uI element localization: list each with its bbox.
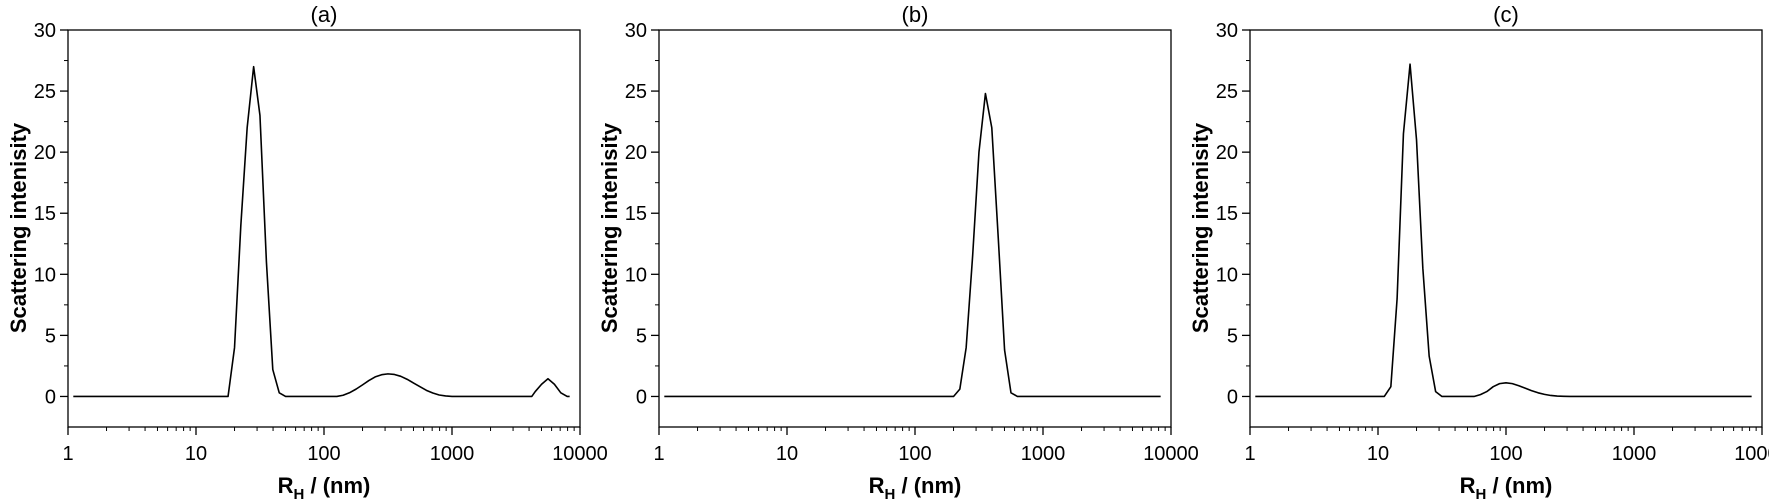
panel-title: (b) — [902, 2, 929, 27]
y-tick-label: 25 — [1216, 81, 1238, 103]
x-axis-title-tail: / (nm) — [304, 473, 370, 498]
x-axis-title-subscript: H — [1476, 486, 1487, 500]
y-tick-label: 5 — [1227, 325, 1238, 347]
y-axis-title: Scattering intenisity — [1188, 122, 1213, 333]
x-axis-title-tail: / (nm) — [1486, 473, 1552, 498]
y-tick-label: 20 — [34, 142, 56, 164]
y-tick-label: 30 — [625, 20, 647, 42]
panel-title: (a) — [311, 2, 338, 27]
series-line — [664, 92, 1161, 398]
y-tick-label: 5 — [636, 325, 647, 347]
x-tick-label: 10000 — [1734, 443, 1769, 465]
x-tick-label: 10 — [776, 443, 798, 465]
x-tick-label: 100 — [307, 443, 340, 465]
y-tick-label: 20 — [625, 142, 647, 164]
plot-area: 1 10 100 1000 10000 0 5 10 15 20 25 30 — [1216, 20, 1769, 465]
y-tick-label: 5 — [45, 325, 56, 347]
panel-c: (c) Scattering intenisity RH / (nm) 1 10 1… — [1188, 2, 1769, 500]
x-tick-label: 10 — [1367, 443, 1389, 465]
y-tick-label: 10 — [34, 264, 56, 286]
y-tick-label: 15 — [1216, 203, 1238, 225]
y-tick-label: 25 — [625, 81, 647, 103]
x-axis-title: RH / (nm) — [1460, 473, 1553, 500]
panel-title: (c) — [1493, 2, 1519, 27]
x-axis-title: RH / (nm) — [278, 473, 371, 500]
plot-area: 1 10 100 1000 10000 0 5 10 15 20 25 30 — [34, 20, 608, 465]
y-tick-label: 10 — [1216, 264, 1238, 286]
y-tick-label: 30 — [34, 20, 56, 42]
x-axis-title-main: R — [869, 473, 885, 498]
y-tick-label: 30 — [1216, 20, 1238, 42]
y-tick-label: 20 — [1216, 142, 1238, 164]
x-tick-label: 1000 — [430, 443, 475, 465]
plot-area: 1 10 100 1000 10000 0 5 10 15 20 25 30 — [625, 20, 1199, 465]
x-tick-label: 1000 — [1021, 443, 1066, 465]
x-tick-label: 10 — [185, 443, 207, 465]
x-tick-label: 100 — [1489, 443, 1522, 465]
panel-a: (a) Scattering intenisity RH / (nm) 1 10 1… — [6, 2, 608, 500]
y-axis-title: Scattering intenisity — [597, 122, 622, 333]
series-line — [73, 65, 570, 398]
x-tick-label: 10000 — [552, 443, 608, 465]
x-tick-label: 1 — [1244, 443, 1255, 465]
y-tick-label: 0 — [1227, 386, 1238, 408]
x-tick-label: 1000 — [1612, 443, 1657, 465]
x-tick-label: 100 — [898, 443, 931, 465]
y-axis-title: Scattering intenisity — [6, 122, 31, 333]
x-axis-title-main: R — [1460, 473, 1476, 498]
panel-b: (b) Scattering intenisity RH / (nm) 1 10 1… — [597, 2, 1199, 500]
x-axis-title-subscript: H — [294, 486, 305, 500]
x-tick-label: 1 — [62, 443, 73, 465]
x-axis-title-tail: / (nm) — [895, 473, 961, 498]
y-tick-label: 0 — [45, 386, 56, 408]
x-tick-label: 1 — [653, 443, 664, 465]
y-tick-label: 15 — [34, 203, 56, 225]
y-tick-label: 25 — [34, 81, 56, 103]
x-axis-title-main: R — [278, 473, 294, 498]
x-axis-title: RH / (nm) — [869, 473, 962, 500]
y-tick-label: 10 — [625, 264, 647, 286]
x-tick-label: 10000 — [1143, 443, 1199, 465]
series-line — [1255, 63, 1752, 398]
x-axis-title-subscript: H — [885, 486, 896, 500]
y-tick-label: 15 — [625, 203, 647, 225]
y-tick-label: 0 — [636, 386, 647, 408]
